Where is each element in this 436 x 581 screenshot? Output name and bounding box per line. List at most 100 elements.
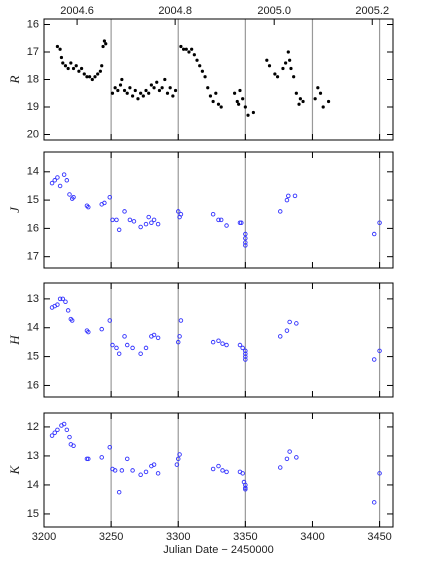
data-point [171,94,175,98]
data-point [288,58,292,62]
data-point [224,342,229,348]
data-point [130,468,135,473]
data-point [102,200,107,206]
data-point [190,47,194,51]
data-point [216,102,221,106]
data-point [175,209,181,214]
data-point [243,236,248,241]
data-point [74,64,78,68]
data-point [243,231,248,237]
x-tick-label: 3250 [99,531,123,543]
data-point [114,345,119,351]
y-tick-label: 16 [27,222,39,234]
data-point [313,97,317,101]
data-point [124,342,130,348]
data-point [61,172,67,177]
data-point [277,334,283,339]
data-point [155,471,161,476]
data-point [243,487,248,492]
data-point [220,341,225,346]
data-point [216,463,221,469]
data-point [151,217,157,223]
data-point [377,348,382,354]
data-point [243,485,248,491]
y-axis-label: J [7,206,22,213]
y-tick-label: 16 [27,379,39,391]
data-point [96,72,100,76]
x2-tick-label: 2004.6 [60,5,94,17]
data-point [292,75,296,79]
data-point [211,99,215,104]
x-tick-label: 3400 [300,531,324,543]
data-point [64,427,70,433]
data-point [287,319,292,325]
data-point [237,102,241,106]
x-tick-label: 3300 [166,531,190,543]
data-point [178,211,184,217]
data-point [216,338,221,343]
data-point [58,47,62,51]
data-point [99,326,104,332]
data-point [79,66,84,71]
data-point [239,220,244,225]
data-point [294,91,298,95]
data-point [243,240,248,245]
data-point [128,86,132,90]
data-point [52,178,57,183]
data-point [77,69,81,73]
data-point [63,299,68,305]
data-point [57,183,63,189]
data-point [284,456,290,462]
data-point [275,75,280,79]
data-point [114,217,119,223]
data-point [144,88,148,93]
y-tick-label: 14 [27,322,39,334]
data-point [243,105,247,109]
data-point [122,209,127,214]
data-point [165,91,170,95]
data-point [246,113,250,117]
y-tick-label: 14 [27,479,39,491]
data-point [155,80,159,84]
data-point [155,221,161,227]
data-point [297,102,301,106]
data-point [116,351,122,356]
data-point [326,99,331,104]
data-point [138,224,143,230]
x2-tick-label: 2005.0 [257,5,291,17]
data-point [292,193,298,199]
data-point [149,220,154,225]
data-point [281,66,285,71]
data-point [124,456,130,462]
data-point [220,468,225,473]
data-point [130,345,135,351]
data-point [240,471,245,476]
data-point [175,456,181,462]
data-point [179,44,183,49]
data-point [182,47,186,51]
data-point [113,86,117,90]
data-point [107,318,113,323]
data-point [273,72,277,76]
data-point [71,66,76,71]
data-point [237,342,243,348]
plot-frame [43,18,394,141]
data-point [118,83,123,87]
data-point [110,91,115,95]
data-point [119,468,125,473]
y-axis-label: H [7,335,22,346]
y-tick-label: 20 [27,128,39,140]
data-point [243,482,248,488]
data-point [284,61,288,65]
data-point [177,334,182,339]
data-point [177,452,182,457]
data-point [238,88,242,93]
data-point [316,86,320,90]
data-point [371,231,377,237]
data-point [116,88,120,93]
y-tick-label: 17 [27,251,39,263]
data-point [86,204,91,210]
data-point [101,44,105,49]
data-point [82,72,86,76]
data-point [286,50,290,54]
